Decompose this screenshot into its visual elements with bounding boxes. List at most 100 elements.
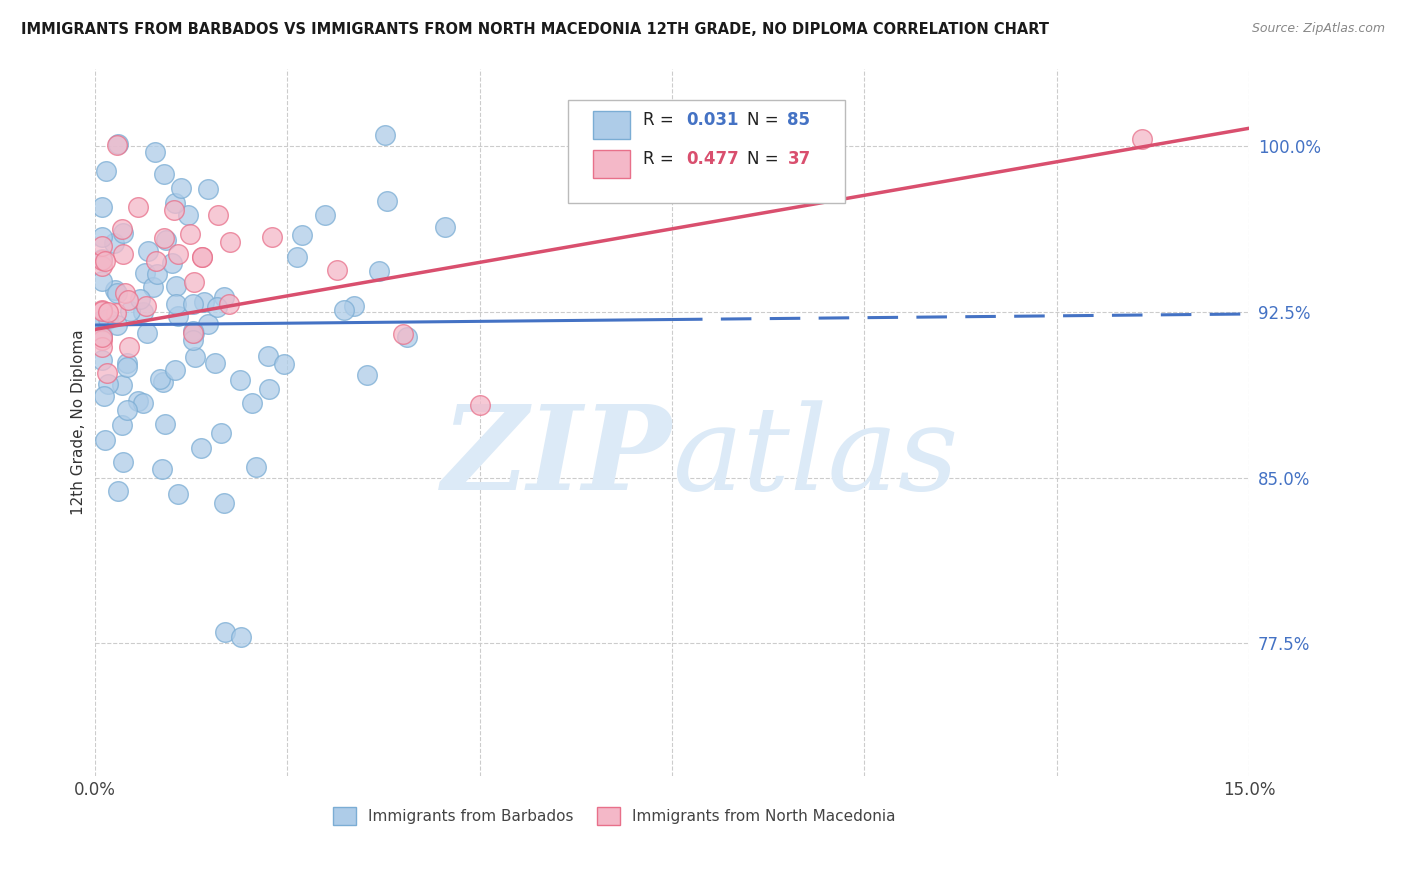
Point xyxy=(91,329,114,343)
Point xyxy=(181,333,204,347)
Point xyxy=(197,318,219,332)
Text: IMMIGRANTS FROM BARBADOS VS IMMIGRANTS FROM NORTH MACEDONIA 12TH GRADE, NO DIPLO: IMMIGRANTS FROM BARBADOS VS IMMIGRANTS F… xyxy=(21,22,1049,37)
Point xyxy=(111,377,134,392)
Point xyxy=(91,201,114,215)
Point xyxy=(91,340,114,354)
FancyBboxPatch shape xyxy=(568,101,845,203)
Point xyxy=(219,235,242,249)
Point xyxy=(107,483,129,498)
Point xyxy=(105,318,128,332)
Point xyxy=(107,137,129,152)
Point xyxy=(136,326,159,340)
Point xyxy=(190,250,212,264)
Point xyxy=(136,244,159,258)
Point xyxy=(287,250,309,264)
Point xyxy=(181,297,204,311)
Point xyxy=(145,267,167,281)
Point xyxy=(314,209,336,223)
FancyBboxPatch shape xyxy=(593,150,630,178)
Point xyxy=(115,360,138,375)
Point xyxy=(111,418,134,433)
Point xyxy=(190,441,212,455)
Text: 37: 37 xyxy=(787,150,811,168)
Point xyxy=(132,396,155,410)
Point xyxy=(468,398,491,412)
Point xyxy=(343,299,366,313)
Point xyxy=(165,362,187,376)
Point xyxy=(94,433,117,447)
Point xyxy=(114,285,136,300)
Point xyxy=(91,238,114,252)
Point xyxy=(93,389,115,403)
Point xyxy=(209,426,232,441)
Text: atlas: atlas xyxy=(672,401,959,515)
Text: ZIP: ZIP xyxy=(441,401,672,516)
Point xyxy=(181,324,204,338)
Point xyxy=(117,403,139,417)
Point xyxy=(229,630,252,644)
Point xyxy=(134,266,156,280)
Point xyxy=(291,227,314,242)
Point xyxy=(155,233,177,247)
Point xyxy=(91,333,114,347)
Y-axis label: 12th Grade, No Diploma: 12th Grade, No Diploma xyxy=(72,329,86,516)
Point xyxy=(129,292,152,306)
Point xyxy=(218,297,240,311)
Point xyxy=(391,326,413,341)
Point xyxy=(165,279,187,293)
Point xyxy=(118,304,141,318)
Point xyxy=(229,373,252,387)
Text: 0.477: 0.477 xyxy=(686,150,738,168)
Point xyxy=(97,312,120,326)
Point xyxy=(396,329,419,343)
Point xyxy=(150,461,173,475)
Point xyxy=(165,196,187,211)
Point xyxy=(142,280,165,294)
Point xyxy=(1130,132,1153,146)
Text: N =: N = xyxy=(747,150,785,168)
Point xyxy=(127,394,149,409)
Point xyxy=(214,496,236,510)
Point xyxy=(256,349,278,363)
Point xyxy=(91,252,114,267)
Point xyxy=(91,313,114,327)
Point xyxy=(91,259,114,273)
Point xyxy=(94,254,117,268)
Point xyxy=(240,396,263,410)
Point xyxy=(434,219,457,234)
Point xyxy=(132,305,155,319)
Point xyxy=(96,164,118,178)
Point xyxy=(162,256,184,270)
Point xyxy=(117,293,139,307)
Point xyxy=(197,182,219,196)
Point xyxy=(165,297,187,311)
Point xyxy=(204,356,226,370)
Point xyxy=(115,356,138,370)
Point xyxy=(117,340,139,354)
Point xyxy=(183,326,205,341)
Point xyxy=(167,309,190,323)
Point xyxy=(103,235,125,250)
Point xyxy=(177,208,200,222)
Point xyxy=(205,301,228,315)
Text: Source: ZipAtlas.com: Source: ZipAtlas.com xyxy=(1251,22,1385,36)
Point xyxy=(97,376,120,391)
Point xyxy=(179,227,201,241)
Point xyxy=(181,326,204,341)
FancyBboxPatch shape xyxy=(593,111,630,139)
Point xyxy=(91,303,114,318)
Text: R =: R = xyxy=(643,112,679,129)
Point xyxy=(105,285,128,300)
Point xyxy=(153,168,176,182)
Point xyxy=(375,194,398,209)
Point xyxy=(91,353,114,368)
Point xyxy=(96,366,118,380)
Point xyxy=(214,625,236,640)
Point xyxy=(245,460,267,475)
Point xyxy=(166,487,188,501)
Point xyxy=(374,128,396,142)
Point xyxy=(104,283,127,297)
Point xyxy=(262,229,284,244)
Point xyxy=(127,201,149,215)
Point xyxy=(104,305,127,319)
